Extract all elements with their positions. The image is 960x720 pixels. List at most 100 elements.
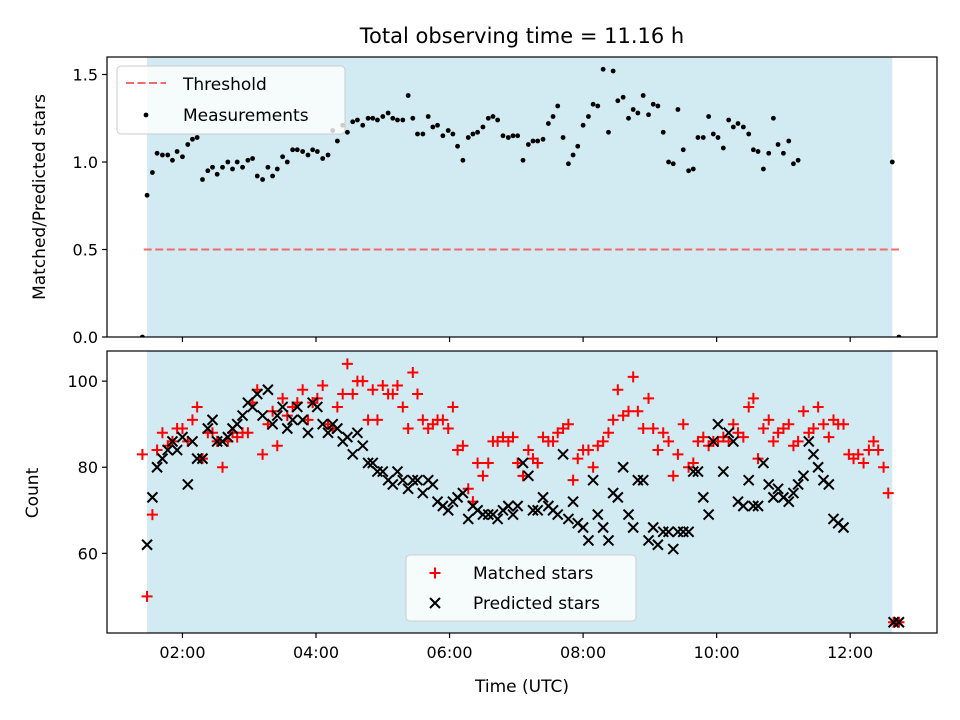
predicted-star-point <box>271 409 283 422</box>
matched-star-point <box>387 388 399 400</box>
predicted-star-point <box>377 465 389 478</box>
matched-star-point <box>667 470 679 482</box>
matched-star-point <box>407 367 419 379</box>
predicted-star-point <box>457 487 469 499</box>
matched-star-point <box>136 448 148 460</box>
legend-box <box>116 65 346 135</box>
predicted-star-point <box>402 483 414 495</box>
matched-star-point <box>767 435 779 447</box>
x-tick-label: 04:00 <box>293 643 339 662</box>
legend-box <box>405 554 637 622</box>
predicted-star-point <box>602 534 615 547</box>
measurement-point <box>270 173 275 179</box>
predicted-star-point <box>772 483 784 495</box>
predicted-star-point <box>707 435 720 448</box>
measurement-point <box>260 177 265 182</box>
predicted-star-point <box>587 474 599 486</box>
predicted-star-point <box>146 491 159 504</box>
measurement-point <box>190 136 195 142</box>
predicted-star-point <box>787 487 800 499</box>
predicted-star-point <box>687 465 699 478</box>
measurement-point <box>760 166 766 172</box>
matched-star-point <box>643 392 655 404</box>
predicted-star-point <box>367 457 379 469</box>
measurement-point <box>274 166 280 172</box>
matched-star-point <box>838 418 850 430</box>
predicted-star-point <box>537 491 549 504</box>
measurement-point <box>706 114 712 119</box>
matched-star-point <box>437 414 449 426</box>
matched-star-point <box>623 405 635 417</box>
matched-star-point <box>612 384 624 396</box>
predicted-star-point <box>577 521 589 534</box>
measurement-point <box>325 152 331 158</box>
chart-title: Total observing time = 11.16 h <box>359 24 684 48</box>
legend-measurements-label: Measurements <box>183 106 309 126</box>
predicted-star-point <box>491 513 504 525</box>
matched-star-point <box>627 371 639 383</box>
measurement-point <box>425 114 431 119</box>
measurement-point <box>775 142 781 147</box>
matched-star-point <box>337 388 349 400</box>
legend-matched-label: Matched stars <box>473 564 593 584</box>
matched-star-point <box>567 474 579 486</box>
predicted-star-point <box>752 500 764 512</box>
measurement-point <box>185 142 191 147</box>
matched-star-point <box>547 435 559 447</box>
predicted-star-point <box>682 526 695 538</box>
matched-star-point <box>597 435 609 447</box>
predicted-star-point <box>647 521 659 534</box>
predicted-star-point <box>642 534 655 547</box>
measurement-point <box>510 133 516 139</box>
predicted-star-point <box>296 414 309 426</box>
predicted-star-point <box>712 418 724 430</box>
matched-star-point <box>582 444 594 456</box>
measurement-point <box>265 164 271 170</box>
legend-predicted-swatch <box>429 597 441 609</box>
measurement-point <box>144 192 150 198</box>
measurement-point <box>635 110 641 116</box>
measurement-point <box>475 129 480 135</box>
predicted-star-point <box>322 427 334 439</box>
measurement-point <box>791 161 796 167</box>
measurement-point <box>435 122 440 128</box>
x-tick-label: 06:00 <box>426 643 472 662</box>
predicted-star-point <box>531 504 544 517</box>
predicted-star-point <box>627 521 639 534</box>
matched-star-point <box>532 457 544 469</box>
matched-star-point <box>512 457 524 469</box>
predicted-star-point <box>411 474 424 486</box>
measurement-point <box>726 117 732 123</box>
measurement-point <box>525 142 531 147</box>
matched-star-point <box>402 422 414 434</box>
matched-star-point <box>747 392 759 404</box>
matched-star-point <box>763 414 775 426</box>
matched-star-point <box>176 422 188 434</box>
predicted-star-point <box>202 422 214 435</box>
predicted-star-point <box>617 461 629 473</box>
matched-star-point <box>882 487 894 499</box>
matched-star-point <box>858 457 870 469</box>
measurement-point <box>300 149 306 154</box>
measurement-point <box>545 121 551 126</box>
predicted-star-point <box>567 495 579 508</box>
predicted-star-point <box>837 521 850 534</box>
ratio-panel: 0.0 0.5 1.0 1.5 Threshold Measurements <box>73 56 938 347</box>
matched-star-point <box>371 414 383 426</box>
matched-star-point <box>156 427 168 439</box>
measurement-point <box>620 94 626 100</box>
matched-star-point <box>411 388 423 400</box>
matched-star-point <box>397 401 409 413</box>
predicted-star-point <box>652 539 664 551</box>
axes-frame <box>106 56 938 338</box>
measurement-point <box>430 124 436 130</box>
measurement-point <box>746 131 752 137</box>
matched-star-point <box>817 418 829 430</box>
measurement-point <box>595 103 601 109</box>
matched-star-point <box>507 431 519 443</box>
legend: Threshold Measurements <box>116 65 346 135</box>
matched-star-point <box>331 401 343 413</box>
measurement-point <box>610 68 616 74</box>
measurement-point <box>700 135 706 140</box>
